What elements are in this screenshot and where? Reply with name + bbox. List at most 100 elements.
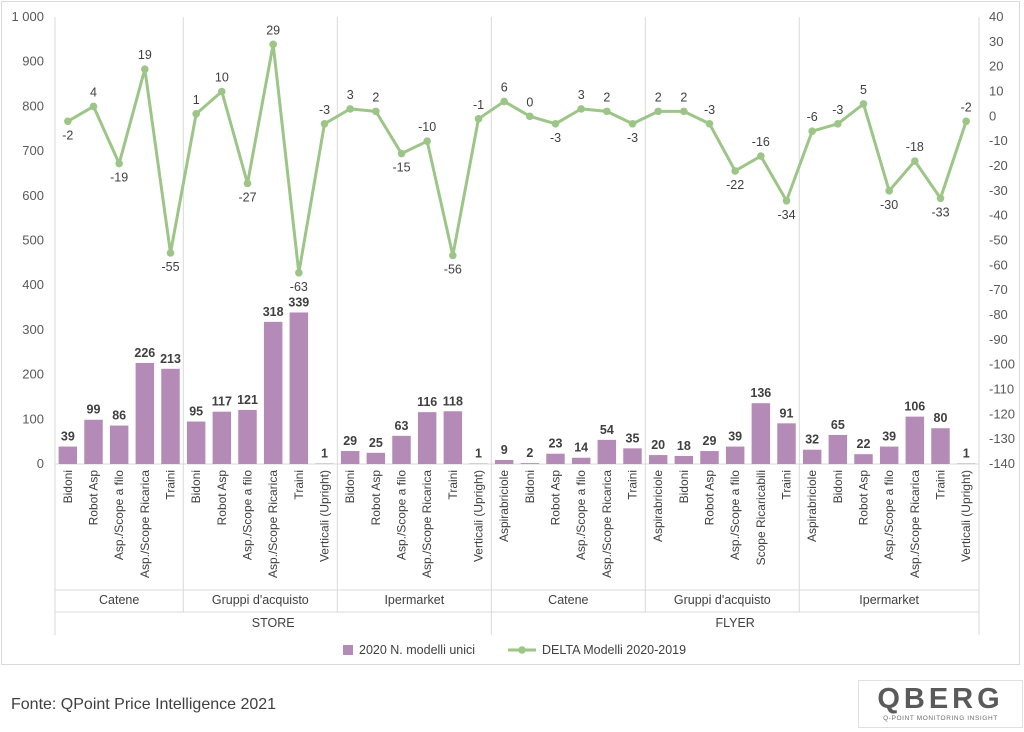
- bar: [186, 421, 206, 464]
- bar: [674, 455, 694, 464]
- delta-line: [67, 42, 968, 275]
- bar: [392, 435, 411, 464]
- bar-value-label: 80: [934, 411, 948, 425]
- line-value-label: -3: [704, 103, 715, 117]
- line-point: [64, 117, 72, 126]
- left-axis-tick-label: 600: [22, 188, 44, 203]
- left-axis-tick-label: 300: [22, 322, 44, 337]
- bar-value-label: 29: [343, 434, 357, 448]
- bar-value-label: 136: [750, 386, 771, 400]
- line-value-label: -27: [238, 190, 256, 204]
- category-tick-label: Scope Ricaricabili: [754, 470, 768, 565]
- line-value-label: -6: [807, 110, 818, 124]
- category-tick-label: Verticali (Upright): [472, 470, 486, 562]
- legend-label-bars: 2020 N. modelli unici: [359, 643, 475, 657]
- line-value-label: 2: [372, 90, 379, 104]
- category-tick-label: Bidoni: [677, 470, 691, 503]
- line-point: [346, 105, 354, 113]
- line-point: [141, 65, 149, 73]
- line-value-label: -63: [290, 280, 308, 294]
- line-point: [705, 119, 714, 128]
- bar-value-label: 23: [549, 437, 563, 451]
- super-group-label: FLYER: [715, 616, 754, 630]
- category-tick-label: Bidoni: [343, 470, 357, 503]
- line-value-label: 3: [578, 88, 585, 102]
- line-value-label: 6: [501, 80, 508, 94]
- line-point: [936, 194, 945, 203]
- category-tick-label: Robot Asp: [369, 470, 383, 526]
- category-tick-label: Traini: [446, 470, 460, 500]
- bar: [212, 411, 232, 464]
- line-value-label: 2: [603, 90, 610, 104]
- category-tick-label: Bidoni: [61, 470, 75, 503]
- bar: [494, 459, 514, 464]
- line-point: [551, 119, 560, 128]
- category-tick-label: Traini: [780, 470, 794, 500]
- category-tick-label: Traini: [164, 470, 178, 500]
- category-tick-label: Asp./Scope a filo: [882, 470, 896, 560]
- bar-value-label: 86: [112, 409, 126, 423]
- bar: [623, 448, 642, 464]
- bar: [777, 423, 796, 464]
- right-axis-tick-label: -50: [989, 233, 1008, 248]
- line-point: [372, 107, 380, 116]
- logo-subtitle: Q-Point Monitoring Insight: [883, 715, 998, 722]
- left-axis-tick-label: 800: [22, 98, 44, 113]
- bar-value-label: 18: [677, 439, 691, 453]
- line-value-label: 19: [138, 48, 152, 62]
- line-point: [295, 268, 303, 277]
- right-axis-tick-label: -10: [989, 133, 1008, 148]
- category-tick-label: Robot Asp: [703, 470, 717, 526]
- bar: [879, 446, 899, 464]
- left-axis-tick-label: 0: [37, 456, 44, 471]
- bar-value-label: 99: [87, 403, 101, 417]
- group-label: Ipermarket: [384, 593, 444, 607]
- category-tick-label: Verticali (Upright): [959, 470, 973, 562]
- category-tick-label: Asp./Scope a filo: [728, 470, 742, 560]
- bar: [546, 453, 565, 464]
- line-point: [911, 157, 919, 165]
- legend-label-line: DELTA Modelli 2020-2019: [542, 643, 686, 657]
- line-value-label: 2: [655, 90, 662, 104]
- category-tick-label: Robot Asp: [857, 470, 871, 526]
- left-axis-tick-label: 500: [22, 233, 44, 248]
- legend-swatch-line-marker: [518, 646, 526, 654]
- bar-value-label: 32: [805, 433, 819, 447]
- right-axis-tick-label: 20: [989, 59, 1003, 74]
- bar-value-label: 1: [321, 447, 328, 461]
- line-value-label: 3: [347, 88, 354, 102]
- line-value-label: -2: [961, 100, 972, 114]
- line-point: [449, 251, 457, 260]
- bar: [751, 403, 771, 464]
- line-value-label: -16: [752, 135, 770, 149]
- line-point: [192, 110, 200, 118]
- bar: [109, 425, 129, 464]
- category-tick-label: Traini: [626, 470, 640, 500]
- line-value-label: -22: [726, 178, 744, 192]
- line-value-label: -10: [418, 120, 436, 134]
- bar: [263, 321, 283, 464]
- logo-wordmark: QBERG: [877, 683, 1004, 715]
- left-axis-tick-label: 400: [22, 277, 44, 292]
- category-tick-label: Asp./Scope a filo: [112, 470, 126, 560]
- bar: [289, 312, 309, 464]
- bar-value-label: 63: [395, 419, 409, 433]
- bar: [597, 439, 617, 464]
- bar-value-label: 2: [526, 446, 533, 460]
- line-value-label: -2: [62, 128, 73, 142]
- bar-value-label: 121: [237, 393, 258, 407]
- line-value-label: -3: [832, 103, 843, 117]
- left-axis-tick-label: 1 000: [11, 9, 44, 24]
- bar-value-label: 1: [475, 447, 482, 461]
- bar-value-label: 213: [160, 352, 181, 366]
- bar: [443, 411, 463, 464]
- right-axis-tick-label: -90: [989, 332, 1008, 347]
- bar: [340, 451, 360, 464]
- line-point: [500, 97, 508, 106]
- qberg-logo: QBERG Q-Point Monitoring Insight: [858, 680, 1023, 728]
- line-point: [808, 127, 816, 136]
- line-value-label: 1: [193, 93, 200, 107]
- right-axis-tick-label: 40: [989, 9, 1003, 24]
- category-tick-label: Asp./Scope a filo: [574, 470, 588, 560]
- bar: [931, 428, 950, 464]
